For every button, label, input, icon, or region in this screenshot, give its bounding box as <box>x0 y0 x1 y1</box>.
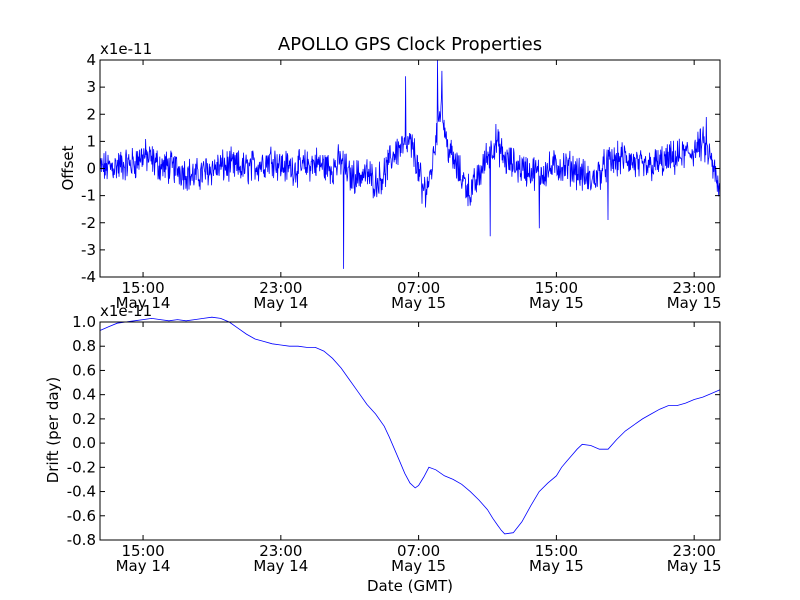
drift-ticks: -0.8-0.6-0.4-0.20.00.20.40.60.81.015:00M… <box>67 313 722 575</box>
drift-x-tick-date-label: May 15 <box>529 557 584 575</box>
offset-x-tick-date-label: May 15 <box>667 294 722 312</box>
offset-x-tick-time-label: 15:00 <box>121 279 164 297</box>
drift-line-group <box>99 316 721 535</box>
drift-x-tick-time-label: 07:00 <box>397 542 440 560</box>
drift-y-tick-label: 1.0 <box>72 313 96 331</box>
drift-x-tick-date-label: May 14 <box>253 557 308 575</box>
figure-title: APOLLO GPS Clock Properties <box>278 34 542 55</box>
offset-x-tick-time-label: 23:00 <box>673 279 716 297</box>
offset-scale-label: x1e-11 <box>100 40 152 58</box>
drift-x-tick-time-label: 15:00 <box>121 542 164 560</box>
drift-scale-label: x1e-11 <box>100 302 152 320</box>
offset-x-tick-time-label: 15:00 <box>535 279 578 297</box>
drift-y-tick-label: -0.8 <box>67 531 96 549</box>
offset-line-group <box>99 59 721 269</box>
offset-x-tick-date-label: May 14 <box>253 294 308 312</box>
drift-x-tick-time-label: 23:00 <box>259 542 302 560</box>
drift-plot-frame <box>99 321 721 541</box>
drift-y-tick-label: -0.6 <box>67 507 96 525</box>
drift-x-tick-date-label: May 14 <box>116 557 171 575</box>
drift-panel: -0.8-0.6-0.4-0.20.00.20.40.60.81.015:00M… <box>44 302 722 595</box>
offset-x-tick-date-label: May 15 <box>529 294 584 312</box>
drift-y-tick-label: 0.6 <box>72 361 96 379</box>
offset-y-tick-label: 3 <box>86 78 96 96</box>
drift-y-axis-label: Drift (per day) <box>44 377 62 484</box>
offset-x-tick-date-label: May 15 <box>391 294 446 312</box>
drift-y-tick-label: 0.8 <box>72 337 96 355</box>
offset-y-tick-label: -1 <box>81 187 96 205</box>
offset-y-tick-label: 1 <box>86 132 96 150</box>
drift-series-line <box>99 316 721 535</box>
drift-x-tick-time-label: 15:00 <box>535 542 578 560</box>
drift-y-tick-label: 0.2 <box>72 410 96 428</box>
offset-series-line <box>99 59 721 269</box>
offset-y-axis-label: Offset <box>59 145 77 190</box>
offset-x-tick-time-label: 07:00 <box>397 279 440 297</box>
drift-x-axis-label: Date (GMT) <box>367 577 453 595</box>
offset-y-tick-label: 0 <box>86 160 96 178</box>
drift-x-tick-date-label: May 15 <box>667 557 722 575</box>
offset-y-tick-label: 4 <box>86 51 96 69</box>
offset-y-tick-label: -2 <box>81 214 96 232</box>
offset-y-tick-label: 2 <box>86 105 96 123</box>
drift-x-tick-time-label: 23:00 <box>673 542 716 560</box>
drift-x-tick-date-label: May 15 <box>391 557 446 575</box>
offset-x-tick-date-label: May 14 <box>116 294 171 312</box>
offset-y-tick-label: -3 <box>81 241 96 259</box>
offset-y-tick-label: -4 <box>81 268 96 286</box>
drift-y-tick-label: -0.4 <box>67 483 96 501</box>
drift-y-tick-label: 0.4 <box>72 386 96 404</box>
offset-x-tick-time-label: 23:00 <box>259 279 302 297</box>
drift-y-tick-label: 0.0 <box>72 434 96 452</box>
drift-y-tick-label: -0.2 <box>67 458 96 476</box>
